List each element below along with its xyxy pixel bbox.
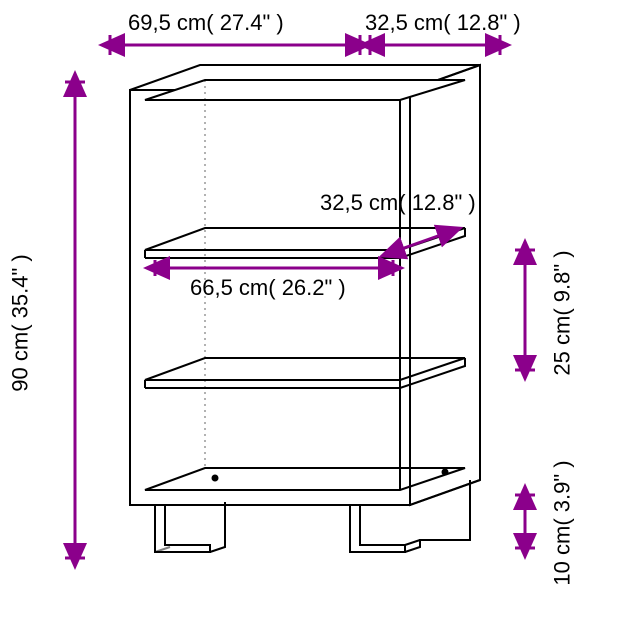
- label-shelf-height: 25 cm( 9.8" ): [550, 250, 576, 375]
- label-height-left: 90 cm( 35.4" ): [8, 254, 34, 391]
- label-shelf-depth: 32,5 cm( 12.8" ): [320, 190, 476, 216]
- leg-left: [155, 502, 225, 552]
- label-width-top: 69,5 cm( 27.4" ): [128, 10, 284, 36]
- furniture-diagram: [0, 0, 620, 620]
- label-depth-top: 32,5 cm( 12.8" ): [365, 10, 521, 36]
- label-shelf-width: 66,5 cm( 26.2" ): [190, 275, 346, 301]
- cabinet-outline: [130, 65, 480, 552]
- label-leg-height: 10 cm( 3.9" ): [550, 460, 576, 585]
